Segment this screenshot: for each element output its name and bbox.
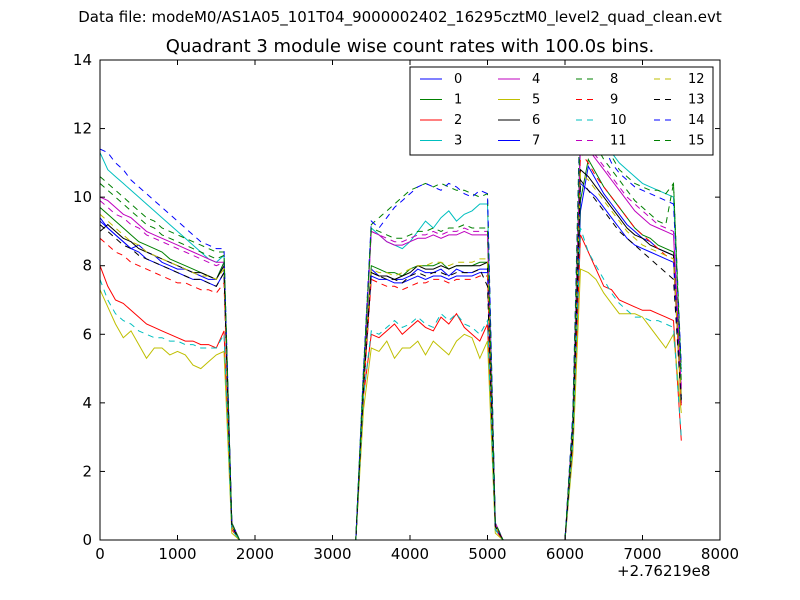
series-line-11: [100, 133, 682, 540]
legend-label-11: 11: [610, 134, 627, 149]
legend-label-1: 1: [454, 93, 462, 108]
legend-label-3: 3: [454, 134, 462, 149]
legend-label-9: 9: [610, 93, 618, 108]
y-tick-label: 6: [82, 325, 92, 343]
plot-lines: [100, 87, 682, 540]
y-tick-label: 8: [82, 257, 92, 275]
y-tick-label: 12: [73, 120, 92, 138]
legend-label-5: 5: [532, 93, 540, 108]
x-offset-label: +2.76219e8: [617, 562, 711, 580]
x-tick-label: 0: [95, 545, 105, 563]
x-tick-label: 8000: [701, 545, 739, 563]
series-line-1: [100, 157, 682, 540]
y-tick-label: 4: [82, 394, 92, 412]
y-tick-label: 2: [82, 462, 92, 480]
legend-label-6: 6: [532, 113, 540, 128]
legend-label-2: 2: [454, 113, 462, 128]
legend-label-14: 14: [688, 113, 705, 128]
series-line-9: [100, 151, 682, 540]
chart-title: Quadrant 3 module wise count rates with …: [165, 36, 655, 57]
legend-box: [409, 66, 714, 156]
series-line-5: [100, 268, 682, 540]
axis-ticks: 0 1000 2000 3000 4000 5000 6000 7000 80000246810…: [73, 51, 739, 563]
x-tick-label: 3000: [313, 545, 351, 563]
figure-suptitle: Data file: modeM0/AS1A05_101T04_90000024…: [78, 8, 722, 26]
x-tick-label: 4000: [391, 545, 429, 563]
series-line-15: [100, 116, 682, 540]
x-tick-label: 7000: [623, 545, 661, 563]
series-line-13: [100, 178, 682, 540]
series-line-0: [100, 164, 682, 540]
x-tick-label: 2000: [236, 545, 274, 563]
legend-label-8: 8: [610, 72, 618, 87]
y-tick-label: 10: [73, 188, 92, 206]
series-line-12: [100, 172, 682, 540]
x-tick-label: 5000: [468, 545, 506, 563]
legend-label-12: 12: [688, 72, 705, 87]
legend-label-13: 13: [688, 93, 705, 108]
y-tick-label: 14: [73, 51, 92, 69]
y-tick-label: 0: [82, 531, 92, 549]
series-line-2: [100, 234, 682, 540]
series-line-10: [100, 227, 682, 540]
legend-label-7: 7: [532, 134, 540, 149]
x-tick-label: 1000: [158, 545, 196, 563]
legend-label-15: 15: [688, 134, 705, 149]
legend-label-4: 4: [532, 72, 540, 87]
x-tick-label: 6000: [546, 545, 584, 563]
legend-label-10: 10: [610, 113, 627, 128]
series-line-6: [100, 168, 682, 540]
legend-label-0: 0: [454, 72, 462, 87]
